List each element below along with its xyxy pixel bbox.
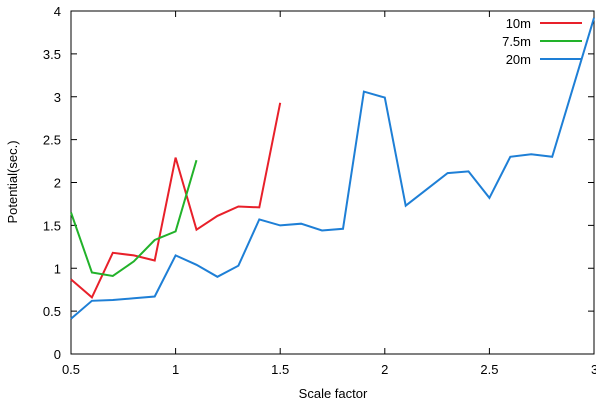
x-axis-label: Scale factor xyxy=(299,386,368,401)
axis-ticks: 0.5 1 1.5 2 2.5 300.511.522.533.54 xyxy=(43,4,596,377)
series-layer xyxy=(70,17,595,320)
x-tick-label: 2.5 xyxy=(480,362,498,377)
y-tick-label: 4 xyxy=(54,4,61,19)
legend: 10m 7.5m 20m xyxy=(502,16,582,67)
series-line-20m xyxy=(70,17,595,320)
x-tick-label: 2 xyxy=(381,362,388,377)
y-tick-label: 0 xyxy=(54,347,61,362)
y-tick-label: 0.5 xyxy=(43,304,61,319)
x-tick-label: 1.5 xyxy=(271,362,289,377)
series-line-10m xyxy=(70,102,282,300)
y-tick-label: 2.5 xyxy=(43,133,61,148)
x-tick-label: 1 xyxy=(172,362,179,377)
legend-label-7-5m: 7.5m xyxy=(502,34,531,49)
x-tick-label: 0.5 xyxy=(62,362,80,377)
x-tick-label: 3 xyxy=(591,362,596,377)
legend-label-10m: 10m xyxy=(506,16,531,31)
legend-label-20m: 20m xyxy=(506,52,531,67)
y-tick-label: 1.5 xyxy=(43,218,61,233)
y-tick-label: 3.5 xyxy=(43,47,61,62)
series-line-7-5m xyxy=(70,159,198,278)
y-tick-label: 1 xyxy=(54,261,61,276)
y-axis-label: Potential(sec.) xyxy=(5,140,20,223)
y-tick-label: 2 xyxy=(54,176,61,191)
y-tick-label: 3 xyxy=(54,90,61,105)
